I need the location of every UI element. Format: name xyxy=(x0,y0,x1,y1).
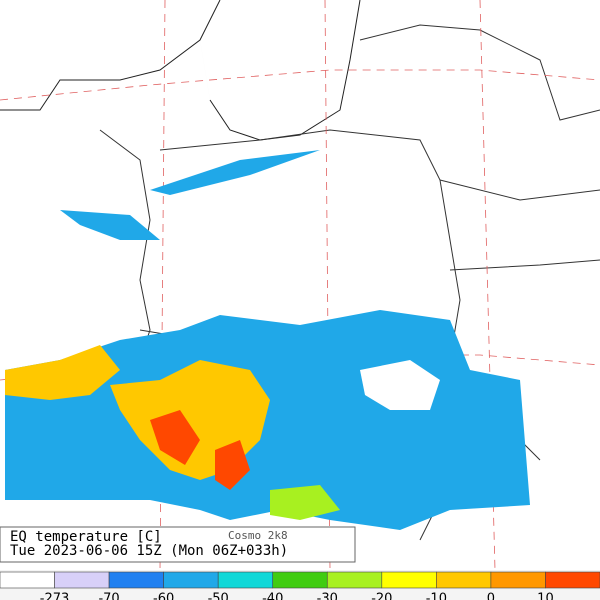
model-name: Cosmo 2k8 xyxy=(228,529,288,542)
colorbar-swatch xyxy=(54,571,110,589)
sea xyxy=(200,0,360,140)
colorbar-swatch xyxy=(490,571,546,589)
border xyxy=(439,179,600,201)
grid-line xyxy=(324,0,331,571)
colorbar-swatch xyxy=(272,571,328,589)
colorbar-swatch xyxy=(0,571,55,589)
field-title: EQ temperature [C] xyxy=(10,529,162,545)
field-area xyxy=(150,410,200,465)
field-area xyxy=(150,150,320,195)
colorbar-label: -50 xyxy=(208,592,229,600)
colorbar-label: 0 xyxy=(487,592,495,600)
colorbar-label: -70 xyxy=(98,592,119,600)
field-area xyxy=(215,440,250,490)
colorbar: -273 -70 -60 -50 -40 -30 -20 -10 0 10 xyxy=(0,571,600,600)
field-area xyxy=(360,360,440,410)
colorbar-swatch xyxy=(326,571,383,589)
coastline xyxy=(0,0,221,111)
field-area xyxy=(60,210,160,240)
border xyxy=(449,259,600,271)
grid-line xyxy=(0,69,600,101)
colorbar-swatch xyxy=(108,571,164,589)
colorbar-swatch xyxy=(381,571,437,589)
valid-time: Tue 2023-06-06 15Z (Mon 06Z+033h) xyxy=(10,543,288,559)
field-area xyxy=(5,345,120,400)
colorbar-label: -30 xyxy=(317,592,338,600)
colorbar-label: 10 xyxy=(537,592,554,600)
field-area xyxy=(270,485,340,520)
coastline xyxy=(209,0,361,141)
colorbar-swatch xyxy=(217,571,274,589)
sea xyxy=(0,0,220,110)
colorbar-label: -273 xyxy=(40,592,70,600)
colorbar-swatch xyxy=(436,571,492,589)
colorbar-label: -40 xyxy=(262,592,283,600)
info-box xyxy=(0,526,356,563)
colorbar-label: -10 xyxy=(426,592,447,600)
grid-line xyxy=(479,0,496,571)
colorbar-label: -20 xyxy=(371,592,392,600)
colorbar-swatch xyxy=(545,571,600,589)
colorbar-swatch xyxy=(163,571,219,589)
border xyxy=(359,24,600,121)
colorbar-label: -60 xyxy=(153,592,174,600)
grid-line xyxy=(159,0,166,571)
